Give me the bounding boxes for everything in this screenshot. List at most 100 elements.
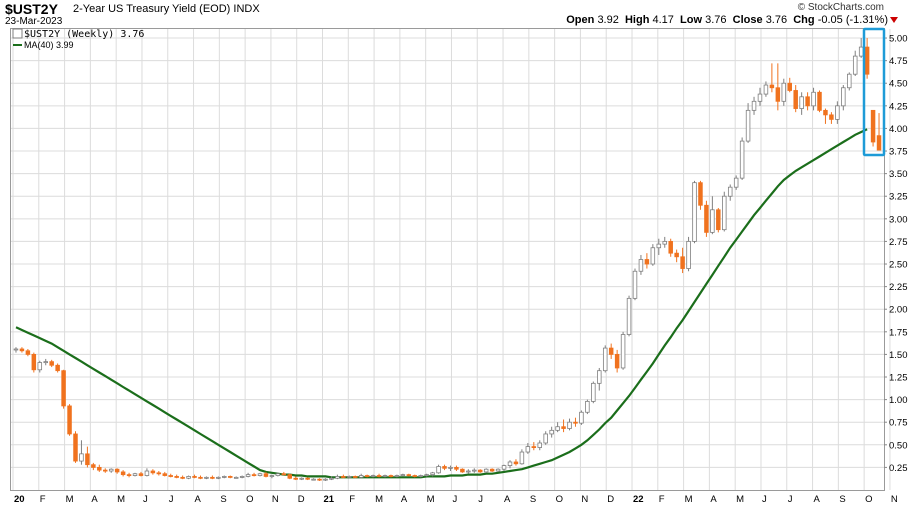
candle-body [55, 364, 60, 372]
candle [49, 359, 54, 368]
x-tick-label: M [117, 494, 125, 505]
candles [13, 38, 882, 481]
candle [43, 358, 48, 366]
candle [311, 478, 316, 481]
candle [537, 440, 543, 451]
candle-body [579, 411, 584, 424]
candle-body [418, 475, 423, 477]
chg-label: Chg [793, 14, 815, 26]
candle-body [347, 476, 352, 478]
x-tick-label: S [220, 494, 226, 505]
candle-body [370, 475, 376, 477]
candle-body [585, 401, 590, 413]
x-tick-label: J [452, 494, 457, 505]
candle-body [103, 469, 108, 472]
candle [477, 469, 483, 473]
candle-body [537, 442, 543, 448]
x-tick-label: A [401, 494, 408, 505]
candle [388, 474, 394, 478]
x-tick-label: M [427, 494, 435, 505]
candle [870, 109, 876, 147]
candle-body [775, 87, 781, 102]
candle-body [91, 464, 96, 468]
candle-body [198, 476, 203, 479]
x-tick-label: N [891, 494, 898, 505]
candle [55, 363, 60, 373]
candle-body [31, 354, 37, 371]
candle [67, 404, 72, 436]
candle-body [477, 469, 483, 473]
candle [686, 236, 691, 272]
instrument-title: 2-Year US Treasury Yield (EOD) [73, 3, 231, 15]
candle-body [323, 478, 328, 481]
candle [787, 77, 792, 93]
y-tick-label: 2.75 [889, 237, 908, 248]
candle-body [745, 109, 751, 142]
candle [567, 418, 572, 431]
candle-body [698, 182, 703, 206]
candle [406, 473, 412, 477]
candle-body [329, 477, 334, 480]
candle [257, 472, 263, 477]
candle-body [787, 82, 792, 91]
candle [85, 446, 90, 468]
candle [597, 367, 602, 391]
candle [162, 471, 168, 477]
candle-body [650, 247, 656, 265]
candle [739, 137, 745, 180]
y-tick-label: 0.75 [889, 418, 908, 429]
candle [293, 476, 298, 481]
y-tick-label: 0.25 [889, 463, 908, 474]
candle [775, 63, 781, 111]
candle [126, 472, 132, 478]
candle [614, 349, 620, 373]
candle-body [275, 473, 281, 476]
candle [668, 238, 673, 257]
candle [204, 476, 209, 480]
candle-body [73, 433, 78, 462]
candle [620, 331, 626, 370]
candle [358, 473, 364, 479]
candle-body [382, 475, 388, 477]
candle [525, 442, 531, 454]
candle-body [454, 467, 459, 470]
candle [763, 81, 769, 97]
candle-body [19, 348, 25, 352]
candle [418, 474, 423, 478]
low-label: Low [680, 14, 703, 26]
x-tick-label: J [169, 494, 174, 505]
candle-body [817, 91, 822, 111]
candle-body [174, 476, 179, 478]
candle-body [442, 466, 447, 469]
y-tick-label: 4.00 [889, 124, 908, 135]
candle [341, 474, 346, 479]
x-tick-label: M [736, 494, 744, 505]
y-tick-label: 1.75 [889, 327, 908, 338]
open-label: Open [566, 14, 595, 26]
chg-value: -0.05 (-1.31%) [817, 14, 888, 26]
candle [299, 477, 304, 481]
low-value: 3.76 [705, 14, 727, 26]
candle [501, 464, 507, 472]
candle-body [519, 451, 525, 465]
candle-body [299, 477, 304, 480]
candle [370, 474, 376, 478]
x-tick-label: J [478, 494, 483, 505]
x-tick-label: F [659, 494, 665, 505]
x-tick-label: A [814, 494, 821, 505]
candle-body [716, 209, 721, 231]
candle-body [204, 476, 209, 479]
y-tick-label: 1.25 [889, 373, 908, 384]
candle [239, 475, 245, 479]
candle-body [757, 93, 763, 102]
x-tick-label: S [839, 494, 845, 505]
candle [483, 468, 489, 473]
candle-body [680, 256, 685, 269]
close-value: 3.76 [765, 14, 788, 26]
candle [352, 475, 358, 479]
candle [858, 38, 864, 58]
candle [829, 112, 834, 124]
candle [662, 236, 667, 248]
candle-body [132, 473, 138, 476]
candle [97, 464, 102, 472]
